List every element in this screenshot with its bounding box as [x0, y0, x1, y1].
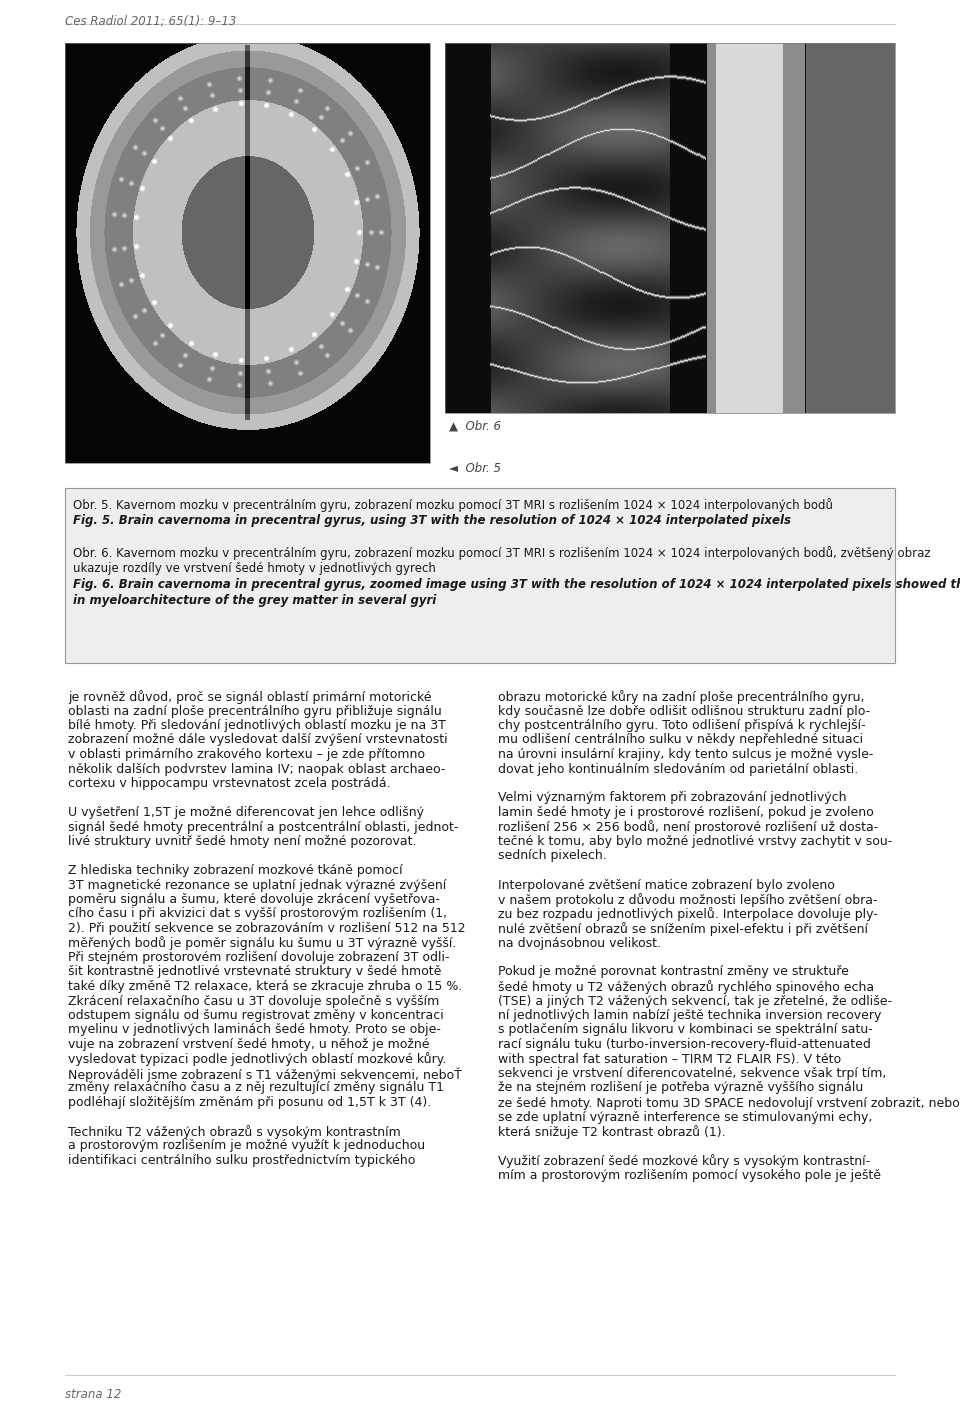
Text: je rovněž důvod, proč se signál oblastí primární motorické: je rovněž důvod, proč se signál oblastí … — [68, 689, 431, 704]
Text: sekvenci je vrstvení diferencovatelné, sekvence však trpí tím,: sekvenci je vrstvení diferencovatelné, s… — [498, 1067, 886, 1081]
Text: livé struktury uvnitř šedé hmoty není možné pozorovat.: livé struktury uvnitř šedé hmoty není mo… — [68, 834, 417, 848]
Text: 3T magnetické rezonance se uplatní jednak výrazné zvýšení: 3T magnetické rezonance se uplatní jedna… — [68, 878, 446, 892]
Text: také díky změně T2 relaxace, která se zkracuje zhruba o 15 %.: také díky změně T2 relaxace, která se zk… — [68, 981, 463, 993]
Text: s potlačením signálu likvoru v kombinaci se spektrální satu-: s potlačením signálu likvoru v kombinaci… — [498, 1023, 873, 1037]
Text: U vyšetření 1,5T je možné diferencovat jen lehce odlišný: U vyšetření 1,5T je možné diferencovat j… — [68, 806, 424, 819]
Text: 2). Při použití sekvence se zobrazováním v rozlišení 512 na 512: 2). Při použití sekvence se zobrazováním… — [68, 922, 466, 936]
Text: bílé hmoty. Při sledování jednotlivých oblastí mozku je na 3T: bílé hmoty. Při sledování jednotlivých o… — [68, 719, 445, 732]
Text: zu bez rozpadu jednotlivých pixelů. Interpolace dovoluje ply-: zu bez rozpadu jednotlivých pixelů. Inte… — [498, 908, 877, 922]
Text: Techniku T2 vážených obrazů s vysokým kontrastním: Techniku T2 vážených obrazů s vysokým ko… — [68, 1126, 400, 1140]
Bar — [65, 44, 430, 463]
Bar — [65, 488, 895, 663]
Text: dovat jeho kontinuálním sledováním od parietální oblasti.: dovat jeho kontinuálním sledováním od pa… — [498, 763, 858, 775]
Text: lamin šedé hmoty je i prostorové rozlišení, pokud je zvoleno: lamin šedé hmoty je i prostorové rozliše… — [498, 806, 874, 819]
Text: rozlišení 256 × 256 bodů, není prostorové rozlišení už dosta-: rozlišení 256 × 256 bodů, není prostorov… — [498, 820, 878, 834]
Text: změny relaxačního času a z něj rezultující změny signálu T1: změny relaxačního času a z něj rezultují… — [68, 1082, 444, 1095]
Text: podléhají složitějším změnám při posunu od 1,5T k 3T (4).: podléhají složitějším změnám při posunu … — [68, 1096, 431, 1109]
Text: že na stejném rozlišení je potřeba výrazně vyššího signálu: že na stejném rozlišení je potřeba výraz… — [498, 1082, 863, 1095]
Text: chy postcentrálního gyru. Toto odlišení přispívá k rychlejší-: chy postcentrálního gyru. Toto odlišení … — [498, 719, 866, 732]
Text: Využití zobrazení šedé mozkové kůry s vysokým kontrastní-: Využití zobrazení šedé mozkové kůry s vy… — [498, 1154, 870, 1168]
Text: Při stejném prostorovém rozlišení dovoluje zobrazení 3T odli-: Při stejném prostorovém rozlišení dovolu… — [68, 951, 449, 964]
Text: obrazu motorické kůry na zadní ploše precentrálního gyru,: obrazu motorické kůry na zadní ploše pre… — [498, 689, 865, 704]
Text: Obr. 5. Kavernom mozku v precentrálním gyru, zobrazení mozku pomocí 3T MRI s roz: Obr. 5. Kavernom mozku v precentrálním g… — [73, 498, 833, 512]
Text: šit kontrastně jednotlivé vrstevnaté struktury v šedé hmotě: šit kontrastně jednotlivé vrstevnaté str… — [68, 965, 442, 978]
Text: cího času i při akvizici dat s vyšší prostorovým rozlišením (1,: cího času i při akvizici dat s vyšší pro… — [68, 908, 447, 920]
Text: Fig. 5. Brain cavernoma in precentral gyrus, using 3T with the resolution of 102: Fig. 5. Brain cavernoma in precentral gy… — [73, 514, 791, 528]
Text: Pokud je možné porovnat kontrastní změny ve struktuře: Pokud je možné porovnat kontrastní změny… — [498, 965, 849, 978]
Text: Z hlediska techniky zobrazení mozkové tkáně pomocí: Z hlediska techniky zobrazení mozkové tk… — [68, 864, 402, 877]
Text: with spectral fat saturation – TIRM T2 FLAIR FS). V této: with spectral fat saturation – TIRM T2 F… — [498, 1052, 841, 1065]
Text: ze šedé hmoty. Naproti tomu 3D SPACE nedovolují vrstvení zobrazit, neboŤ: ze šedé hmoty. Naproti tomu 3D SPACE ned… — [498, 1096, 960, 1110]
Text: na dvojnásobnou velikost.: na dvojnásobnou velikost. — [498, 937, 661, 950]
Text: v oblasti primárního zrakového kortexu – je zde přítomno: v oblasti primárního zrakového kortexu –… — [68, 749, 425, 761]
Text: in myeloarchitecture of the grey matter in several gyri: in myeloarchitecture of the grey matter … — [73, 594, 436, 606]
Text: a prostorovým rozlišením je možné využít k jednoduchou: a prostorovým rozlišením je možné využít… — [68, 1140, 425, 1152]
Bar — [445, 44, 895, 414]
Text: cortexu v hippocampu vrstevnatost zcela postrádá.: cortexu v hippocampu vrstevnatost zcela … — [68, 777, 391, 789]
Text: mím a prostorovým rozlišením pomocí vysokého pole je ještě: mím a prostorovým rozlišením pomocí vyso… — [498, 1168, 881, 1182]
Text: sedních pixelech.: sedních pixelech. — [498, 850, 607, 862]
Text: Neprováděli jsme zobrazení s T1 váženými sekvencemi, neboŤ: Neprováděli jsme zobrazení s T1 váženými… — [68, 1067, 462, 1082]
Text: Velmi význarným faktorem při zobrazování jednotlivých: Velmi význarným faktorem při zobrazování… — [498, 792, 847, 805]
Text: se zde uplatní výrazně interference se stimulovanými echy,: se zde uplatní výrazně interference se s… — [498, 1110, 873, 1124]
Text: Zkrácení relaxačního času u 3T dovoluje společně s vyšším: Zkrácení relaxačního času u 3T dovoluje … — [68, 995, 440, 1007]
Text: ní jednotlivých lamin nabízí ještě technika inversion recovery: ní jednotlivých lamin nabízí ještě techn… — [498, 1009, 881, 1021]
Text: oblasti na zadní ploše precentrálního gyru přibližuje signálu: oblasti na zadní ploše precentrálního gy… — [68, 705, 442, 718]
Text: zobrazení možné dále vysledovat další zvýšení vrstevnatosti: zobrazení možné dále vysledovat další zv… — [68, 733, 447, 747]
Text: odstupem signálu od šumu registrovat změny v koncentraci: odstupem signálu od šumu registrovat změ… — [68, 1009, 444, 1021]
Text: Ces Radiol 2011; 65(1): 9–13: Ces Radiol 2011; 65(1): 9–13 — [65, 15, 236, 28]
Text: na úrovni insulární krajiny, kdy tento sulcus je možné vysle-: na úrovni insulární krajiny, kdy tento s… — [498, 749, 874, 761]
Text: Obr. 6. Kavernom mozku v precentrálním gyru, zobrazení mozku pomocí 3T MRI s roz: Obr. 6. Kavernom mozku v precentrálním g… — [73, 546, 930, 560]
Text: vuje na zobrazení vrstvení šedé hmoty, u něhož je možné: vuje na zobrazení vrstvení šedé hmoty, u… — [68, 1038, 429, 1051]
Text: identifikaci centrálního sulku prostřednictvím typického: identifikaci centrálního sulku prostředn… — [68, 1154, 416, 1166]
Text: mu odlišení centrálního sulku v někdy nepřehledné situaci: mu odlišení centrálního sulku v někdy ne… — [498, 733, 863, 747]
Text: rací signálu tuku (turbo-inversion-recovery-fluid-attenuated: rací signálu tuku (turbo-inversion-recov… — [498, 1038, 871, 1051]
Text: ▲  Obr. 6: ▲ Obr. 6 — [449, 421, 501, 433]
Text: vysledovat typizaci podle jednotlivých oblastí mozkové kůry.: vysledovat typizaci podle jednotlivých o… — [68, 1052, 446, 1067]
Text: signál šedé hmoty precentrální a postcentrální oblasti, jednot-: signál šedé hmoty precentrální a postcen… — [68, 820, 458, 833]
Text: (TSE) a jiných T2 vážených sekvencí, tak je zřetelné, že odliše-: (TSE) a jiných T2 vážených sekvencí, tak… — [498, 995, 892, 1007]
Text: která snižuje T2 kontrast obrazů (1).: která snižuje T2 kontrast obrazů (1). — [498, 1126, 726, 1140]
Text: šedé hmoty u T2 vážených obrazů rychlého spinového echa: šedé hmoty u T2 vážených obrazů rychlého… — [498, 981, 875, 993]
Text: v našem protokolu z důvodu možnosti lepšího zvětšení obra-: v našem protokolu z důvodu možnosti lepš… — [498, 893, 877, 908]
Text: strana 12: strana 12 — [65, 1387, 121, 1401]
Text: poměru signálu a šumu, které dovoluje zkrácení vyšetřova-: poměru signálu a šumu, které dovoluje zk… — [68, 893, 440, 906]
Text: Interpolované zvětšení matice zobrazení bylo zvoleno: Interpolované zvětšení matice zobrazení … — [498, 878, 835, 892]
Text: Fig. 6. Brain cavernoma in precentral gyrus, zoomed image using 3T with the reso: Fig. 6. Brain cavernoma in precentral gy… — [73, 578, 960, 591]
Text: kdy současně lze dobře odlišit odlišnou strukturu zadní plo-: kdy současně lze dobře odlišit odlišnou … — [498, 705, 870, 718]
Text: několik dalších podvrstev lamina IV; naopak oblast archaeo-: několik dalších podvrstev lamina IV; nao… — [68, 763, 445, 775]
Text: měřených bodů je poměr signálu ku šumu u 3T výrazně vyšší.: měřených bodů je poměr signálu ku šumu u… — [68, 937, 456, 951]
Text: nulé zvětšení obrazů se snížením pixel-efektu i při zvětšení: nulé zvětšení obrazů se snížením pixel-e… — [498, 922, 868, 936]
Text: ◄  Obr. 5: ◄ Obr. 5 — [449, 461, 501, 476]
Text: ukazuje rozdíly ve vrstvení šedé hmoty v jednotlivých gyrech: ukazuje rozdíly ve vrstvení šedé hmoty v… — [73, 561, 436, 575]
Text: tečné k tomu, aby bylo možné jednotlivé vrstvy zachytit v sou-: tečné k tomu, aby bylo možné jednotlivé … — [498, 834, 892, 848]
Text: myelinu v jednotlivých laminách šedé hmoty. Proto se obje-: myelinu v jednotlivých laminách šedé hmo… — [68, 1023, 441, 1037]
